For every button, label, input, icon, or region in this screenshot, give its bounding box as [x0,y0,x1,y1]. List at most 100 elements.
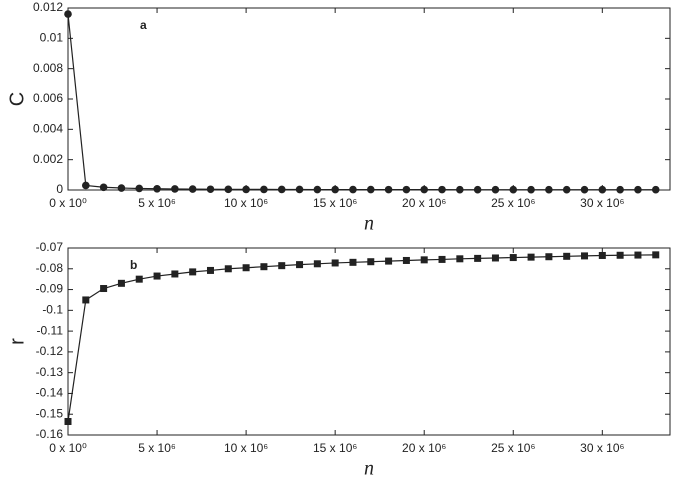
marker [456,185,464,194]
marker [563,252,571,260]
marker [313,260,321,268]
marker [491,185,500,194]
marker [331,259,339,267]
marker [224,265,232,273]
x-tick-label: 10 x 10⁶ [224,196,268,210]
y-tick-label: 0.008 [33,61,63,75]
x-tick-label: 5 x 10⁶ [138,196,176,210]
marker [651,185,660,194]
y-axis-label: C [6,92,28,106]
x-tick-label: 20 x 10⁶ [402,196,446,210]
y-tick-label: -0.11 [37,323,64,337]
y-tick-label: 0 [56,182,63,196]
marker [189,268,197,276]
marker [598,251,606,259]
marker [313,185,322,194]
marker [64,10,72,18]
data-line [67,254,656,422]
marker [349,185,357,194]
x-tick-label: 30 x 10⁶ [580,441,624,455]
marker [616,251,624,259]
marker [438,185,446,194]
marker [117,184,126,192]
data-line [67,14,656,191]
marker [64,417,72,425]
marker [296,261,304,269]
marker [634,251,642,259]
y-tick-label: -0.14 [36,386,64,400]
plot-frame [67,7,671,191]
marker [438,255,446,263]
x-tick-label: 25 x 10⁶ [491,441,535,455]
marker [634,185,642,194]
marker [491,254,499,262]
x-tick-label: 15 x 10⁶ [313,196,357,210]
marker [581,252,589,260]
marker [100,285,108,293]
y-tick-label: 0.012 [33,0,63,14]
y-tick-label: -0.1 [42,303,63,317]
marker [402,185,411,194]
marker [331,185,339,194]
marker [99,183,108,192]
y-tick-label: 0.006 [33,91,63,105]
marker [402,256,410,264]
x-tick-label: 30 x 10⁶ [580,196,624,210]
marker [473,185,482,194]
y-tick-label: 0.01 [40,31,64,45]
marker [545,253,553,261]
marker [171,185,179,193]
marker [188,185,197,193]
marker [456,255,464,263]
marker [562,185,571,194]
marker [509,254,517,262]
marker [224,185,233,194]
marker [420,185,429,194]
marker [366,185,375,194]
marker [385,257,393,265]
panel-label: a [140,18,147,32]
marker [135,275,143,283]
plot-frame [67,247,671,436]
marker [474,254,482,262]
x-tick-label: 0 x 10⁰ [49,196,87,210]
marker [153,184,161,193]
marker [242,264,250,272]
y-tick-label: -0.13 [36,365,64,379]
x-tick-label: 0 x 10⁰ [49,441,87,455]
marker [82,181,90,190]
y-tick-label: -0.16 [36,427,64,441]
marker [509,185,518,194]
panel-label: b [130,258,137,272]
marker [242,185,250,194]
marker [580,185,589,194]
x-axis-label: n [364,213,374,235]
marker [260,263,268,271]
marker [206,266,214,274]
marker [206,185,215,194]
marker [277,185,286,194]
marker [117,279,125,287]
y-tick-label: -0.07 [36,240,64,254]
y-tick-label: -0.12 [36,344,64,358]
y-tick-label: 0.002 [33,152,63,166]
marker [260,185,268,194]
marker [135,184,144,193]
y-tick-label: 0.004 [33,122,63,136]
marker [598,185,607,194]
y-axis-label: r [6,338,28,345]
marker [527,185,535,194]
y-tick-label: -0.09 [36,282,64,296]
marker [384,185,393,194]
marker [82,296,90,304]
marker [349,258,357,266]
marker [527,253,535,261]
y-tick-label: -0.15 [36,406,64,420]
marker [295,185,304,194]
x-tick-label: 10 x 10⁶ [224,441,268,455]
x-axis-label: n [364,458,374,477]
x-tick-label: 5 x 10⁶ [138,441,176,455]
marker [367,258,375,266]
marker [278,262,286,270]
